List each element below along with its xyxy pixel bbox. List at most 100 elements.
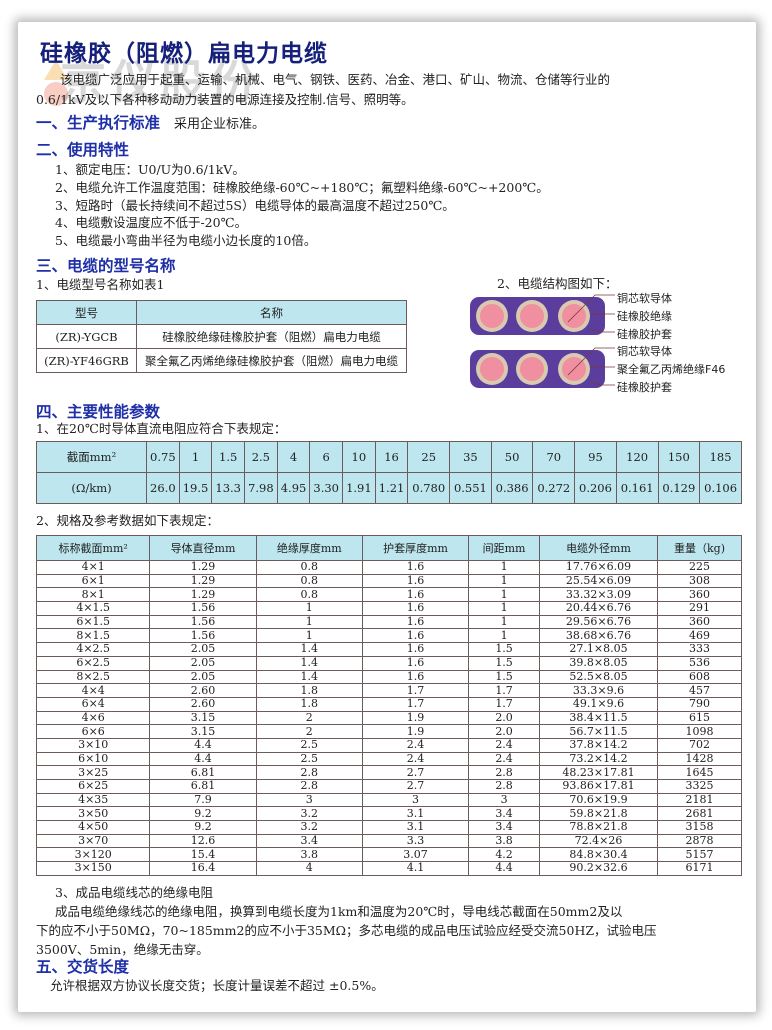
spec-cell: 6171 <box>657 861 742 876</box>
spec-cell: 2.5 <box>255 737 363 753</box>
section-2-heading: 二、使用特性 <box>36 141 130 159</box>
spec-cell: 8×2.5 <box>35 669 151 685</box>
section-cell: 4 <box>276 441 311 473</box>
table-row: 6×4 2.60 1.8 1.7 1.7 49.1×9.6 790 <box>35 696 742 712</box>
leader-line <box>590 382 615 386</box>
resistance-caption: 1、在20℃时导体直流电阻应符合下表规定： <box>36 421 287 436</box>
spec-cell: 37.8×14.2 <box>538 737 659 753</box>
spec-cell: 3.1 <box>361 806 470 822</box>
model-cell: (ZR)-YGCB <box>36 324 137 349</box>
model-header: 型号 <box>36 300 137 325</box>
section-cell: 2.5 <box>244 441 278 473</box>
spec-cell: 1.7 <box>468 683 540 698</box>
spec-cell: 790 <box>657 696 742 712</box>
resistance-table: 截面mm² 0.75 1 1.5 2.5 4 6 10 16 25 35 50 70 95 120 150 18… <box>36 441 742 504</box>
spec-cell: 9.2 <box>149 820 257 835</box>
spec-cell: 6×4 <box>35 696 151 712</box>
spec-cell: 2.60 <box>149 696 257 712</box>
cable-conductor <box>480 357 504 381</box>
table-row: 4×50 9.2 3.2 3.1 3.4 78.8×21.8 3158 <box>35 820 742 835</box>
spec-cell: 5157 <box>657 847 742 863</box>
spec-cell: 1.6 <box>361 614 470 630</box>
spec-cell: 2 <box>255 710 363 726</box>
section-cell: 10 <box>342 441 376 473</box>
spec-cell: 3.8 <box>468 833 540 849</box>
spec-cell: 0.8 <box>255 560 363 575</box>
spec-cell: 1 <box>255 601 363 616</box>
spec-cell: 1.4 <box>255 642 363 657</box>
spec-cell: 2.5 <box>255 751 363 767</box>
spec-cell: 8×1.5 <box>35 628 151 644</box>
spec-cell: 3.8 <box>255 847 363 863</box>
leader-line <box>590 329 615 333</box>
insulation-text: 成品电缆绝缘线芯的绝缘电阻，换算到电缆长度为1km和温度为20℃时，导电线芯截面… <box>55 904 623 919</box>
resistance-cell: 1.21 <box>374 472 409 504</box>
section-cell: 6 <box>309 441 344 473</box>
spec-cell: 2.8 <box>255 779 363 794</box>
spec-cell: 1 <box>468 628 540 644</box>
spec-cell: 225 <box>657 560 742 575</box>
spec-cell: 6×6 <box>35 724 151 739</box>
spec-cell: 4×4 <box>35 683 151 698</box>
spec-cell: 3325 <box>657 779 742 794</box>
spec-cell: 6×10 <box>35 751 151 767</box>
spec-cell: 4.4 <box>149 751 257 767</box>
spec-cell: 4.2 <box>468 847 540 863</box>
model-table: 型号 名称 (ZR)-YGCB 硅橡胶绝缘硅橡胶护套（阻燃）扁电力电缆 (ZR)-Y… <box>36 300 407 373</box>
table-row: 4×2.5 2.05 1.4 1.6 1.5 27.1×8.05 333 <box>35 642 742 657</box>
resistance-cell: 0.386 <box>490 472 534 504</box>
spec-cell: 52.5×8.05 <box>538 669 659 685</box>
watermark: 京仪股份 <box>60 55 260 109</box>
spec-cell: 2.05 <box>149 642 257 657</box>
column-header: 间距mm <box>468 535 540 561</box>
resistance-cell: 0.161 <box>615 472 659 504</box>
spec-cell: 1.6 <box>361 628 470 644</box>
spec-cell: 2.60 <box>149 683 257 698</box>
spec-cell: 1.56 <box>149 601 257 616</box>
section-cell: 185 <box>699 441 742 473</box>
spec-cell: 1.7 <box>468 696 540 712</box>
column-header: 重量（kg) <box>657 535 742 561</box>
resistance-cell: 1.91 <box>342 472 376 504</box>
spec-cell: 48.23×17.81 <box>538 765 659 780</box>
spec-cell: 1.56 <box>149 614 257 630</box>
diagram-label: 硅橡胶护套 <box>617 381 672 394</box>
spec-cell: 4×1.5 <box>35 601 151 616</box>
spec-cell: 1 <box>468 587 540 603</box>
resistance-cell: 26.0 <box>146 472 180 504</box>
section-4-heading: 四、主要性能参数 <box>36 403 161 421</box>
spec-cell: 1.6 <box>361 601 470 616</box>
spec-cell: 2.8 <box>468 765 540 780</box>
section-cell: 1.5 <box>211 441 246 473</box>
spec-cell: 1.4 <box>255 669 363 685</box>
spec-cell: 3.15 <box>149 710 257 726</box>
spec-cell: 4×2.5 <box>35 642 151 657</box>
resistance-cell: 7.98 <box>244 472 278 504</box>
section-1-title: 一、生产执行标准 <box>36 114 161 132</box>
spec-cell: 6.81 <box>149 779 257 794</box>
table-row: 6×6 3.15 2 1.9 2.0 56.7×11.5 1098 <box>35 724 742 739</box>
spec-cell: 291 <box>657 601 742 616</box>
spec-cell: 2.4 <box>361 737 470 753</box>
resistance-cell: 0.106 <box>699 472 742 504</box>
leader-line <box>567 294 615 323</box>
section-cell: 0.75 <box>146 441 180 473</box>
delivery-text: 允许根据双方协议长度交货；长度计量误差不超过 ±0.5%。 <box>50 978 384 993</box>
table-row: 3×120 15.4 3.8 3.07 4.2 84.8×30.4 5157 <box>35 847 742 863</box>
spec-cell: 4×50 <box>35 820 151 835</box>
table-row: 3×70 12.6 3.4 3.3 3.8 72.4×26 2878 <box>35 833 742 849</box>
resistance-cell: 3.30 <box>309 472 344 504</box>
spec-cell: 6×1.5 <box>35 614 151 630</box>
table-row: 8×1.5 1.56 1 1.6 1 38.68×6.76 469 <box>35 628 742 644</box>
property-item: 2、电缆允许工作温度范围：硅橡胶绝缘-60℃~+180℃；氟塑料绝缘-60℃~+… <box>55 180 549 195</box>
spec-cell: 1.9 <box>361 724 470 739</box>
spec-cell: 3×50 <box>35 806 151 822</box>
spec-cell: 1.6 <box>361 669 470 685</box>
spec-cell: 3 <box>255 792 363 808</box>
spec-cell: 4.4 <box>149 737 257 753</box>
resistance-cell: 0.129 <box>657 472 701 504</box>
spec-cell: 3.4 <box>468 806 540 822</box>
spec-cell: 333 <box>657 642 742 657</box>
spec-cell: 17.76×6.09 <box>538 560 659 575</box>
spec-cell: 12.6 <box>149 833 257 849</box>
